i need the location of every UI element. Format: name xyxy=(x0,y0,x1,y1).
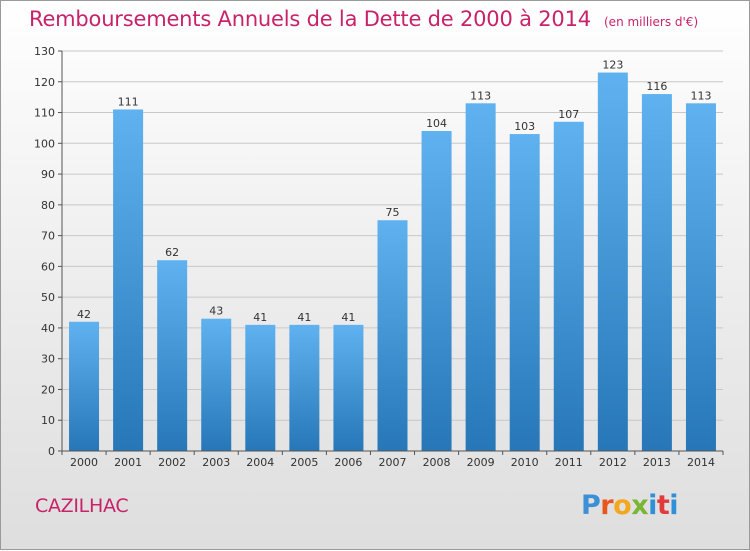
x-tick-label: 2013 xyxy=(643,456,671,469)
bar-2011 xyxy=(553,121,584,452)
bar-2005 xyxy=(289,324,320,451)
x-tick-label: 2001 xyxy=(114,456,142,469)
bar-2012 xyxy=(597,72,628,452)
title-row: Remboursements Annuels de la Dette de 20… xyxy=(29,7,698,31)
y-tick-label: 60 xyxy=(41,260,55,273)
bar-2000 xyxy=(69,321,100,451)
y-tick-label: 130 xyxy=(34,45,55,58)
proxiti-logo: Proxiti xyxy=(581,490,679,521)
bar-2004 xyxy=(245,324,276,451)
chart-unit: (en milliers d'€) xyxy=(604,15,699,29)
data-label-2003: 43 xyxy=(209,305,223,318)
data-label-2004: 41 xyxy=(253,311,267,324)
bar-2010 xyxy=(509,134,540,452)
bar-2003 xyxy=(201,318,232,451)
data-label-2010: 103 xyxy=(514,120,535,133)
y-tick-label: 100 xyxy=(34,137,55,150)
bar-2002 xyxy=(157,260,188,451)
x-tick-label: 2014 xyxy=(687,456,715,469)
data-label-2008: 104 xyxy=(426,117,447,130)
data-label-2013: 116 xyxy=(646,80,667,93)
bar-2001 xyxy=(113,109,144,451)
y-axis: 0 10 20 30 40 50 60 70 80 90 100 110 120 130 xyxy=(34,45,63,458)
y-tick-label: 40 xyxy=(41,322,55,335)
data-label-2002: 62 xyxy=(165,246,179,259)
data-label-2000: 42 xyxy=(77,308,91,321)
bar-2014 xyxy=(685,103,716,452)
bar-2008 xyxy=(421,131,452,451)
x-tick-label: 2007 xyxy=(379,456,407,469)
data-labels: 42 111 62 43 41 41 41 75 104 113 103 107 123 116 113 xyxy=(77,59,711,324)
x-tick-label: 2006 xyxy=(334,456,362,469)
y-tick-label: 110 xyxy=(34,107,55,120)
x-tick-label: 2003 xyxy=(202,456,230,469)
bar-2009 xyxy=(465,103,496,452)
data-label-2001: 111 xyxy=(118,95,139,108)
y-tick-label: 20 xyxy=(41,383,55,396)
data-label-2009: 113 xyxy=(470,89,491,102)
x-tick-label: 2005 xyxy=(290,456,318,469)
y-tick-label: 70 xyxy=(41,230,55,243)
y-tick-label: 120 xyxy=(34,76,55,89)
x-tick-label: 2000 xyxy=(70,456,98,469)
x-tick-label: 2002 xyxy=(158,456,186,469)
x-tick-label: 2004 xyxy=(246,456,274,469)
bar-2007 xyxy=(377,220,408,451)
bar-2006 xyxy=(333,324,364,451)
x-axis: 2000 2001 2002 2003 2004 2005 2006 2007 2008 2009… xyxy=(61,450,724,469)
x-tick-label: 2008 xyxy=(423,456,451,469)
y-tick-label: 90 xyxy=(41,168,55,181)
x-tick-label: 2011 xyxy=(555,456,583,469)
chart-title: Remboursements Annuels de la Dette de 20… xyxy=(29,7,591,31)
data-label-2005: 41 xyxy=(297,311,311,324)
bars xyxy=(69,72,716,452)
y-tick-label: 10 xyxy=(41,414,55,427)
data-label-2014: 113 xyxy=(690,89,711,102)
data-label-2011: 107 xyxy=(558,108,579,121)
bar-2013 xyxy=(641,94,672,452)
y-tick-label: 50 xyxy=(41,291,55,304)
data-label-2007: 75 xyxy=(386,206,400,219)
y-tick-label: 0 xyxy=(48,445,55,458)
x-tick-label: 2010 xyxy=(511,456,539,469)
y-tick-label: 30 xyxy=(41,353,55,366)
x-tick-label: 2009 xyxy=(467,456,495,469)
commune-name: CAZILHAC xyxy=(35,495,129,517)
data-label-2012: 123 xyxy=(602,59,623,72)
x-tick-label: 2012 xyxy=(599,456,627,469)
data-label-2006: 41 xyxy=(341,311,355,324)
y-tick-label: 80 xyxy=(41,199,55,212)
